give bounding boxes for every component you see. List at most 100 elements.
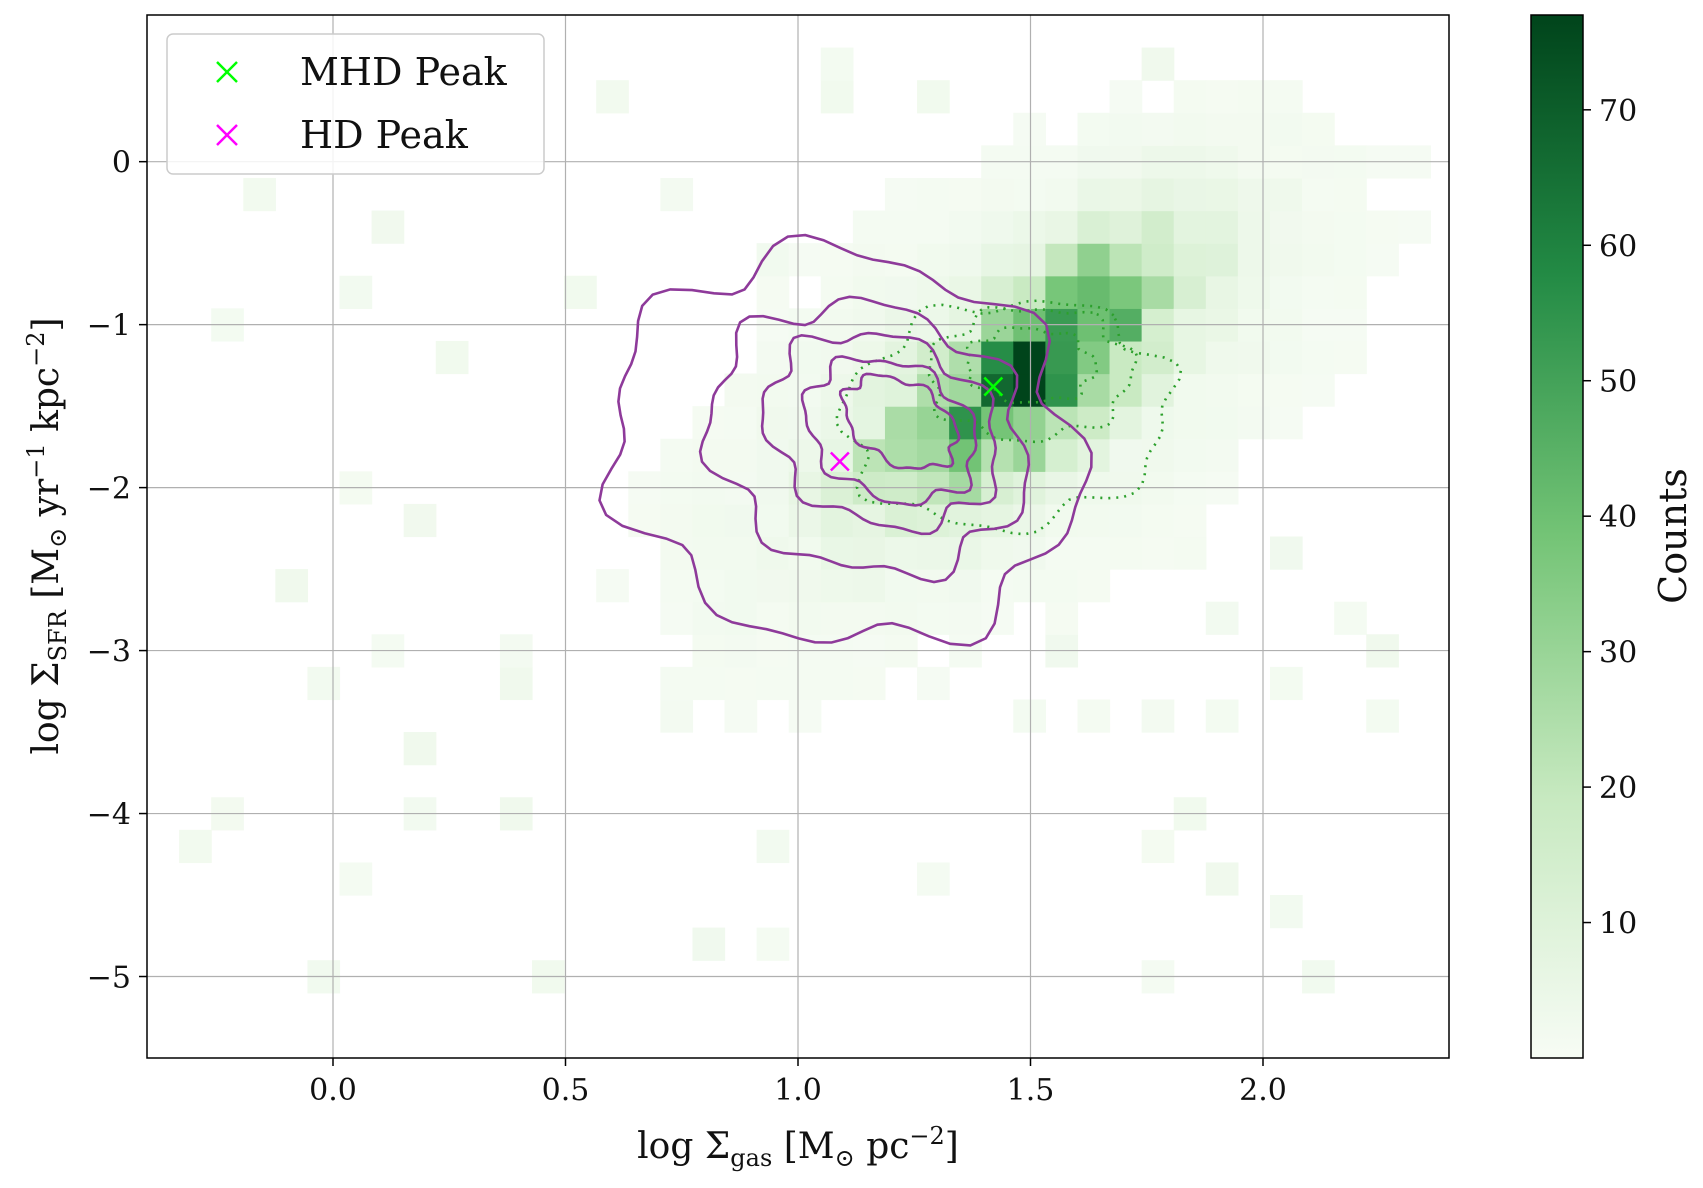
hd-contour [838,372,961,470]
heatmap-cell [692,503,726,538]
x-axis-title: log Σgas [M⊙ pc−2] [637,1122,959,1172]
heatmap-cell [917,862,950,896]
heatmap-cell [981,569,1014,603]
heatmap-cell [1302,177,1335,212]
heatmap-cell [1013,699,1046,733]
legend-marker-mhd [216,61,238,83]
y-tick-label: −5 [87,961,131,996]
heatmap-cell [339,275,373,309]
heatmap-cell [1205,112,1239,146]
heatmap-cell [884,275,918,309]
heatmap-cell [949,536,982,570]
heatmap-cell [1334,340,1367,375]
colorbar-tick-label: 20 [1599,771,1637,806]
colorbar-ticks: 10 20 30 40 50 60 70 [1583,94,1637,942]
heatmap-cell [917,536,950,570]
heatmap-cell [884,210,918,244]
heatmap-cell [692,406,726,440]
heatmap-cell [660,699,694,733]
heatmap-cell [692,536,726,570]
heatmap-cell [949,210,982,244]
heatmap-cell [1045,210,1079,244]
heatmap-cell [1173,373,1207,407]
heatmap-cell [339,862,373,896]
heatmap-cell [1269,80,1303,114]
heatmap-cell [1077,210,1111,244]
heatmap-cell [917,666,950,701]
heatmap-cell [1173,243,1207,277]
heatmap-cell [1013,210,1046,244]
heatmap-cell [756,927,790,961]
heatmap-cell [1077,177,1111,212]
heatmap-cell [1269,177,1303,212]
heatmap-cell [1269,210,1303,244]
heatmap-cell [1173,112,1207,146]
heatmap-cell [1141,112,1175,146]
heatmap-cell [1269,536,1303,570]
heatmap-cell [1237,80,1271,114]
heatmap-cell [1205,862,1239,896]
heatmap-cell [917,177,950,212]
heatmap-cell [1173,275,1207,309]
heatmap-cell [788,569,822,603]
heatmap-cell [1077,569,1111,603]
heatmap-cell [756,829,790,864]
heatmap-cell [1141,243,1175,277]
heatmap-cell [1269,112,1303,146]
mhd-contour [927,305,1139,444]
heatmap-cell [596,80,629,114]
heatmap-cell [692,927,726,961]
heatmap-cell [371,210,405,244]
hd-contour [698,295,1031,584]
heatmap-cell [1109,112,1143,146]
heatmap-cell [852,536,886,570]
heatmap-cell [917,569,950,603]
mhd-peak-marker [983,376,1004,397]
heatmap-cell [1045,275,1079,309]
colorbar-tick-label: 60 [1599,229,1637,264]
heatmap-cell [660,177,694,212]
heatmap-cell [1237,210,1271,244]
heatmap-cell [1334,601,1367,635]
heatmap-cell [1173,210,1207,244]
heatmap-cell [981,177,1014,212]
heatmap-cell [1013,340,1046,375]
heatmap-cell [820,569,854,603]
heatmap-cell [1173,503,1207,538]
heatmap-cell [981,536,1014,570]
legend: MHD Peak HD Peak [166,33,545,175]
heatmap-cell [1141,177,1175,212]
heatmap-cell [1045,438,1079,472]
y-tick-label: 0 [112,146,131,181]
peak-markers [829,376,1004,472]
legend-marker-hd [216,124,238,146]
y-tick-label: −1 [87,309,131,344]
heatmap-cell [1302,112,1335,146]
heatmap-cell [1205,80,1239,114]
heatmap-cell [1077,373,1111,407]
heatmap-cell [1205,406,1239,440]
heatmap-cell [1109,177,1143,212]
heatmap-cell [1045,177,1079,212]
y-tick-label: −4 [87,798,131,833]
heatmap-cell [852,210,886,244]
heatmap-cell [1302,210,1335,244]
hd-peak-marker [829,451,850,472]
heatmap-cell [756,275,790,309]
heatmap-cell [1109,340,1143,375]
heatmap [179,47,1431,994]
heatmap-cell [788,503,822,538]
colorbar-gradient [1530,14,1584,1059]
colorbar-tick-label: 30 [1599,636,1637,671]
heatmap-cell [756,503,790,538]
heatmap-cell [1013,275,1046,309]
heatmap-cell [403,732,437,766]
heatmap-cell [1141,406,1175,440]
heatmap-cell [884,536,918,570]
heatmap-cell [949,569,982,603]
heatmap-cell [692,666,726,701]
heatmap-cell [788,699,822,733]
heatmap-cell [1077,243,1111,277]
heatmap-cell [724,569,758,603]
